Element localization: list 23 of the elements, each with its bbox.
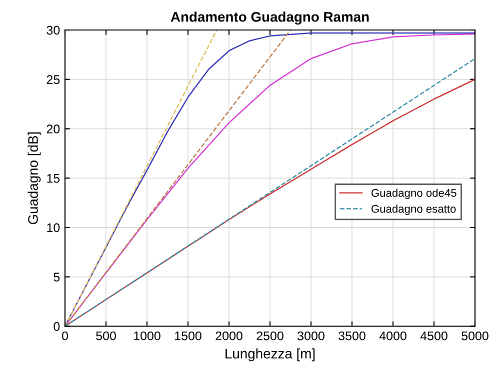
y-tick-label: 15	[47, 174, 60, 183]
y-tick-label: 20	[46, 124, 60, 134]
y-tick-label: 10	[47, 223, 60, 232]
y-axis-title: Guadagno [dB]	[28, 132, 41, 224]
x-tick-label: 500	[96, 331, 116, 340]
y-tick-label: 30	[46, 26, 60, 35]
y-tick-label: 5	[54, 272, 60, 282]
x-tick-label: 0	[62, 331, 68, 340]
x-tick-label: 3500	[338, 331, 366, 340]
x-tick-label: 2500	[256, 331, 284, 340]
y-tick-label: 0	[54, 322, 60, 331]
x-tick-label: 1500	[175, 331, 202, 340]
x-tick-label: 2000	[216, 331, 242, 340]
x-tick-label: 3000	[298, 331, 324, 340]
x-tick-label: 5000	[462, 331, 488, 340]
legend-label: Guadagno esatto	[371, 204, 456, 215]
x-axis-title: Lunghezza [m]	[226, 348, 315, 362]
chart-title: Andamento Guadagno Raman	[170, 12, 369, 25]
x-tick-label: 4000	[379, 331, 406, 340]
x-tick-label: 4500	[420, 331, 448, 340]
legend-label: Guadagno ode45	[371, 188, 456, 200]
x-tick-label: 1000	[134, 331, 160, 340]
y-tick-label: 25	[46, 75, 60, 84]
